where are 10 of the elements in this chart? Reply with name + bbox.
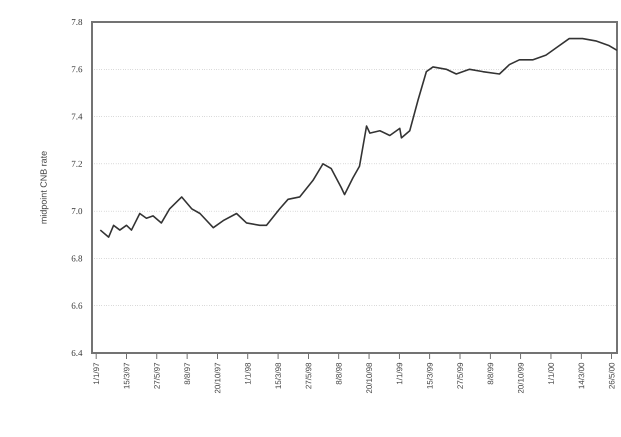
y-tick-label: 6.6 xyxy=(72,302,82,309)
y-tick-label: 7.8 xyxy=(72,18,82,26)
y-tick-label: 6.4 xyxy=(72,350,82,356)
y-tick-label: 6.8 xyxy=(72,255,82,262)
line-series xyxy=(100,38,618,238)
y-axis-title: midpoint CNB rate xyxy=(40,151,48,224)
y-tick-label: 7.4 xyxy=(72,114,82,120)
y-tick-label: 7.6 xyxy=(72,66,82,72)
y-tick-label: 7.2 xyxy=(72,160,82,167)
y-tick-label: 7.0 xyxy=(72,208,82,214)
